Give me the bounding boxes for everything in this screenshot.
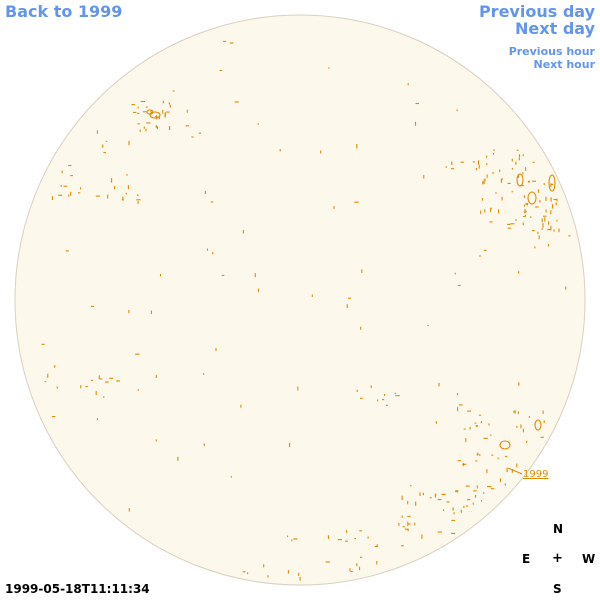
compass-center: +: [552, 551, 563, 566]
contour-loop: [146, 109, 154, 115]
compass-north: N: [553, 522, 564, 536]
contour-loop: [516, 173, 524, 187]
contour-loop: [548, 174, 556, 192]
contour-loop: [527, 191, 537, 205]
magnetic-contours: [41, 40, 571, 581]
contour-loop: [499, 440, 511, 450]
next-hour-link[interactable]: Next hour: [533, 58, 596, 71]
compass-west: W: [582, 552, 596, 566]
contour-loop: [149, 111, 161, 119]
compass-south: S: [553, 582, 562, 596]
region-label-leader: [507, 467, 523, 475]
back-to-year-link[interactable]: Back to 1999: [5, 2, 123, 21]
region-year-label[interactable]: 1999: [523, 469, 549, 480]
previous-hour-link[interactable]: Previous hour: [508, 45, 595, 58]
compass-east: E: [522, 552, 531, 566]
contour-loop: [534, 419, 542, 431]
solar-disk: [14, 14, 586, 586]
next-day-link[interactable]: Next day: [515, 19, 595, 38]
observation-timestamp: 1999-05-18T11:11:34: [5, 582, 150, 596]
previous-day-link[interactable]: Previous day: [478, 2, 595, 21]
